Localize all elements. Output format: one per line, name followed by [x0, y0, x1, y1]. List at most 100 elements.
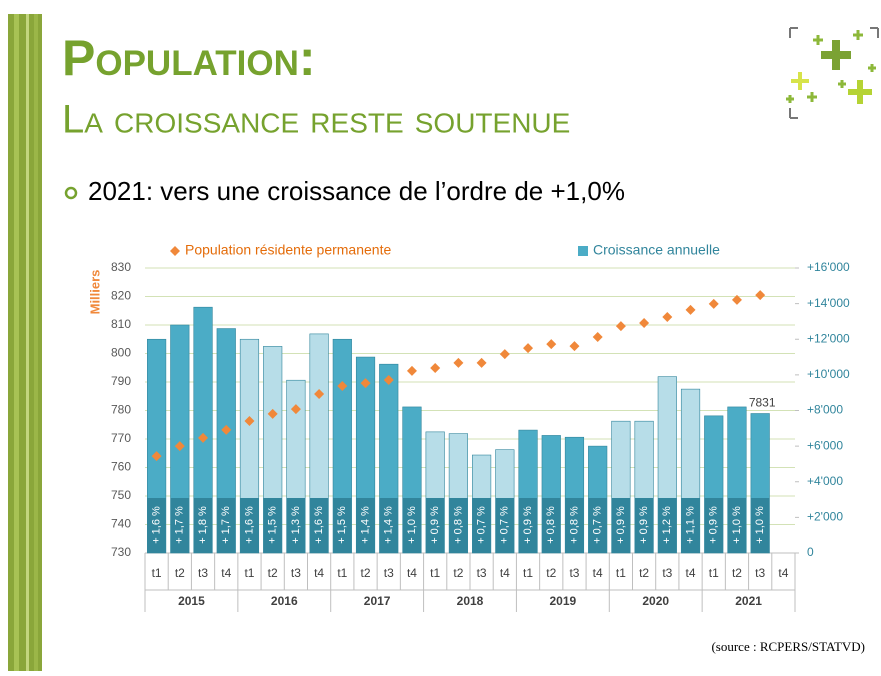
- data-label: 7831: [749, 396, 776, 410]
- x-tick-label: t2: [453, 566, 463, 580]
- y-tick-label: 790: [111, 374, 131, 388]
- y-tick-label: 740: [111, 517, 131, 531]
- x-tick-label: t1: [523, 566, 533, 580]
- rate-label: + 1,4 %: [359, 506, 371, 544]
- rate-label: + 1,6 %: [313, 506, 325, 544]
- point: [639, 318, 650, 329]
- rate-label: + 0,7 %: [499, 506, 511, 544]
- rate-label-box: [170, 498, 190, 553]
- rate-label-box: [750, 498, 770, 553]
- y2-tick-label: +2'000: [807, 510, 843, 524]
- rate-label: + 1,1 %: [684, 506, 696, 544]
- x-tick-label: t4: [593, 566, 603, 580]
- rate-label-box: [216, 498, 236, 553]
- point: [546, 339, 557, 350]
- y-tick-label: 830: [111, 260, 131, 274]
- x-tick-label: t1: [152, 566, 162, 580]
- x-tick-label: t3: [755, 566, 765, 580]
- point: [615, 321, 626, 332]
- rate-label-box: [658, 498, 677, 553]
- side-stripe: [34, 14, 38, 671]
- rate-label-box: [541, 498, 561, 553]
- rate-label-box: [565, 498, 584, 553]
- point: [198, 432, 209, 443]
- point: [569, 341, 580, 352]
- x-tick-label: t3: [384, 566, 394, 580]
- y2-tick-label: +4'000: [807, 474, 843, 488]
- rate-label: + 1,4 %: [383, 506, 395, 544]
- legend-label: Croissance annuelle: [593, 242, 720, 258]
- legend-marker: [578, 246, 588, 256]
- logo: [786, 27, 879, 119]
- rate-label-box: [449, 498, 468, 553]
- point: [314, 388, 325, 399]
- y2-tick-label: +16'000: [807, 260, 850, 274]
- year-label: 2021: [735, 594, 762, 608]
- rate-label: + 1,0 %: [406, 506, 418, 544]
- rate-label: + 1,0 %: [731, 506, 743, 544]
- rate-label-box: [333, 498, 352, 553]
- point: [453, 357, 464, 368]
- rate-label-box: [472, 498, 491, 553]
- bullet-text: 2021: vers une croissance de l’ordre de …: [88, 176, 625, 206]
- rate-label: + 1,0 %: [754, 506, 766, 544]
- rate-label-box: [611, 498, 631, 553]
- rate-label-box: [309, 498, 329, 553]
- y2-tick-label: 0: [807, 545, 814, 559]
- x-tick-label: t3: [198, 566, 208, 580]
- source: (source : RCPERS/STATVD): [711, 639, 865, 654]
- point: [476, 357, 487, 368]
- side-stripe: [14, 14, 19, 671]
- year-label: 2020: [642, 594, 669, 608]
- y-tick-label: 760: [111, 460, 131, 474]
- x-tick-label: t4: [221, 566, 231, 580]
- y-tick-label: 730: [111, 545, 131, 559]
- point: [383, 375, 394, 386]
- rate-label-box: [147, 498, 166, 553]
- rate-label: + 0,9 %: [638, 506, 650, 544]
- y-tick-label: 780: [111, 403, 131, 417]
- x-tick-label: t1: [430, 566, 440, 580]
- title: Population:: [62, 30, 316, 86]
- rate-label: + 0,9 %: [429, 506, 441, 544]
- x-tick-label: t1: [244, 566, 254, 580]
- y-axis-title: Milliers: [87, 270, 102, 315]
- x-tick-label: t3: [477, 566, 487, 580]
- point: [221, 424, 232, 435]
- x-tick-label: t2: [268, 566, 278, 580]
- rate-label: + 1,7 %: [174, 506, 186, 544]
- x-tick-label: t2: [361, 566, 371, 580]
- rate-label: + 1,8 %: [197, 506, 209, 544]
- y2-tick-label: +10'000: [807, 367, 850, 381]
- point: [151, 451, 162, 462]
- rate-label: + 0,7 %: [592, 506, 604, 544]
- rate-label: + 1,6 %: [243, 506, 255, 544]
- rate-label-box: [727, 498, 747, 553]
- x-tick-label: t3: [291, 566, 301, 580]
- rate-label-box: [402, 498, 422, 553]
- x-tick-label: t4: [778, 566, 788, 580]
- rate-label: + 1,2 %: [661, 506, 673, 544]
- y2-tick-label: +14'000: [807, 296, 850, 310]
- point: [406, 365, 417, 376]
- rate-label-box: [704, 498, 724, 553]
- y-tick-label: 800: [111, 346, 131, 360]
- point: [685, 304, 696, 315]
- x-tick-label: t4: [500, 566, 510, 580]
- x-tick-label: t1: [337, 566, 347, 580]
- rate-label: + 0,8 %: [452, 506, 464, 544]
- rate-label-box: [356, 498, 375, 553]
- rate-label: + 0,9 %: [522, 506, 534, 544]
- x-tick-label: t4: [407, 566, 417, 580]
- x-tick-label: t4: [686, 566, 696, 580]
- x-tick-label: t2: [546, 566, 556, 580]
- point: [430, 363, 441, 374]
- y2-tick-label: +12'000: [807, 331, 850, 345]
- rate-label-box: [240, 498, 259, 553]
- bullet-icon: [64, 186, 78, 200]
- rate-label: + 0,7 %: [476, 506, 488, 544]
- legend-marker: [170, 246, 180, 256]
- subtitle: La croissance reste soutenue: [62, 98, 570, 142]
- x-tick-label: t2: [175, 566, 185, 580]
